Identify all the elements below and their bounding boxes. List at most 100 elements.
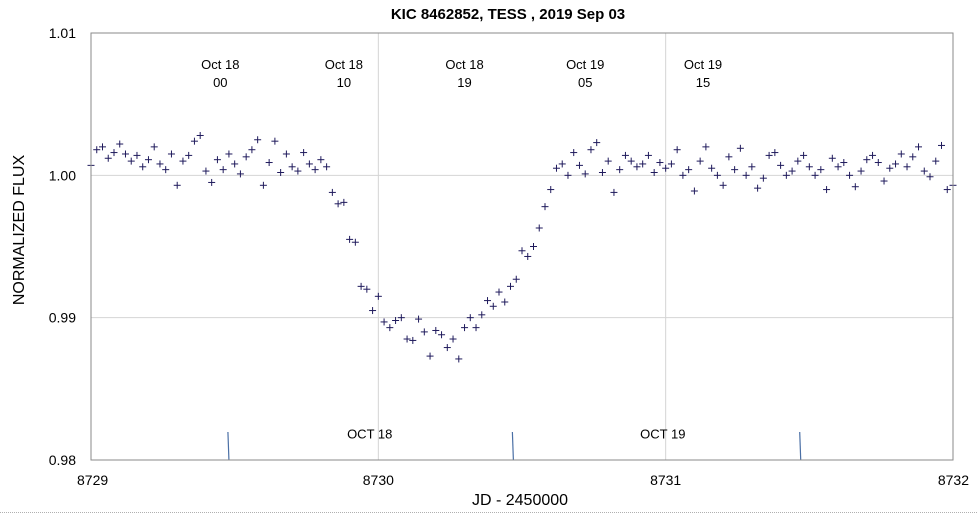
data-point xyxy=(507,282,515,290)
data-point xyxy=(541,203,549,211)
data-point xyxy=(116,140,124,148)
data-point xyxy=(501,298,509,306)
data-point xyxy=(357,282,365,290)
data-point xyxy=(409,336,417,344)
data-point xyxy=(851,183,859,191)
data-point xyxy=(880,177,888,185)
day-marker xyxy=(511,431,514,461)
data-point xyxy=(156,160,164,168)
data-point xyxy=(828,154,836,162)
time-annotation-hour: 15 xyxy=(696,75,710,90)
data-point xyxy=(248,146,256,154)
x-axis-label: JD - 2450000 xyxy=(472,492,568,509)
data-point xyxy=(869,151,877,159)
data-point xyxy=(794,157,802,165)
time-annotation-date: Oct 19 xyxy=(566,57,604,72)
data-point xyxy=(593,139,601,147)
data-point xyxy=(484,297,492,305)
time-annotation-date: Oct 18 xyxy=(445,57,483,72)
data-point xyxy=(524,252,532,260)
data-point xyxy=(254,136,262,144)
data-point xyxy=(765,151,773,159)
day-label: OCT 18 xyxy=(347,427,392,442)
data-point xyxy=(805,163,813,171)
data-point xyxy=(811,171,819,179)
x-tick-label: 8732 xyxy=(938,472,969,488)
data-point xyxy=(788,167,796,175)
data-point xyxy=(305,160,313,168)
data-point xyxy=(121,150,129,158)
data-point xyxy=(317,156,325,164)
data-point xyxy=(466,314,474,322)
data-point xyxy=(323,163,331,171)
data-point xyxy=(897,150,905,158)
data-point xyxy=(673,146,681,154)
data-point xyxy=(782,171,790,179)
data-point xyxy=(667,160,675,168)
data-point xyxy=(104,154,112,162)
data-point xyxy=(127,157,135,165)
bottom-dotted-rule xyxy=(0,512,977,513)
data-point xyxy=(512,275,520,283)
data-point xyxy=(288,163,296,171)
data-point xyxy=(846,171,854,179)
data-point xyxy=(932,157,940,165)
data-point xyxy=(478,311,486,319)
data-point xyxy=(144,156,152,164)
data-point xyxy=(300,149,308,157)
data-point xyxy=(736,144,744,152)
data-point xyxy=(277,168,285,176)
data-point xyxy=(604,157,612,165)
data-point xyxy=(823,186,831,194)
data-point xyxy=(397,314,405,322)
y-axis-label: NORMALIZED FLUX xyxy=(11,155,28,306)
data-point xyxy=(644,151,652,159)
data-point xyxy=(426,352,434,360)
time-annotation-hour: 00 xyxy=(213,75,227,90)
data-points-layer xyxy=(87,131,957,363)
data-point xyxy=(518,247,526,255)
data-point xyxy=(190,137,198,145)
data-point xyxy=(173,181,181,189)
chart-title: KIC 8462852, TESS , 2019 Sep 03 xyxy=(391,6,625,23)
data-point xyxy=(340,198,348,206)
data-point xyxy=(294,167,302,175)
data-point xyxy=(633,163,641,171)
data-point xyxy=(886,164,894,172)
data-point xyxy=(455,355,463,363)
data-point xyxy=(650,168,658,176)
data-point xyxy=(558,160,566,168)
day-marker xyxy=(799,431,802,461)
data-point xyxy=(621,151,629,159)
data-point xyxy=(351,238,359,246)
time-annotation-date: Oct 19 xyxy=(684,57,722,72)
data-point xyxy=(725,153,733,161)
data-point xyxy=(259,181,267,189)
data-point xyxy=(93,146,101,154)
data-point xyxy=(575,161,583,169)
data-point xyxy=(282,150,290,158)
data-point xyxy=(98,143,106,151)
annotation-layer: Oct 18 00 Oct 18 10 Oct 18 19 Oct 19 05 Oct 19 15… xyxy=(201,57,802,461)
data-point xyxy=(369,307,377,315)
data-point xyxy=(702,143,710,151)
data-point xyxy=(392,317,400,325)
data-point xyxy=(587,146,595,154)
data-point xyxy=(656,159,664,167)
data-point xyxy=(708,164,716,172)
data-point xyxy=(938,141,946,149)
data-point xyxy=(748,163,756,171)
time-annotation-hour: 10 xyxy=(337,75,351,90)
data-point xyxy=(231,160,239,168)
data-point xyxy=(363,285,371,293)
data-point xyxy=(133,151,141,159)
data-point xyxy=(495,288,503,296)
day-marker xyxy=(227,431,230,461)
x-tick-label: 8730 xyxy=(363,472,394,488)
data-point xyxy=(449,335,457,343)
data-point xyxy=(926,173,934,181)
data-point xyxy=(943,186,951,194)
data-point xyxy=(213,156,221,164)
data-point xyxy=(639,160,647,168)
